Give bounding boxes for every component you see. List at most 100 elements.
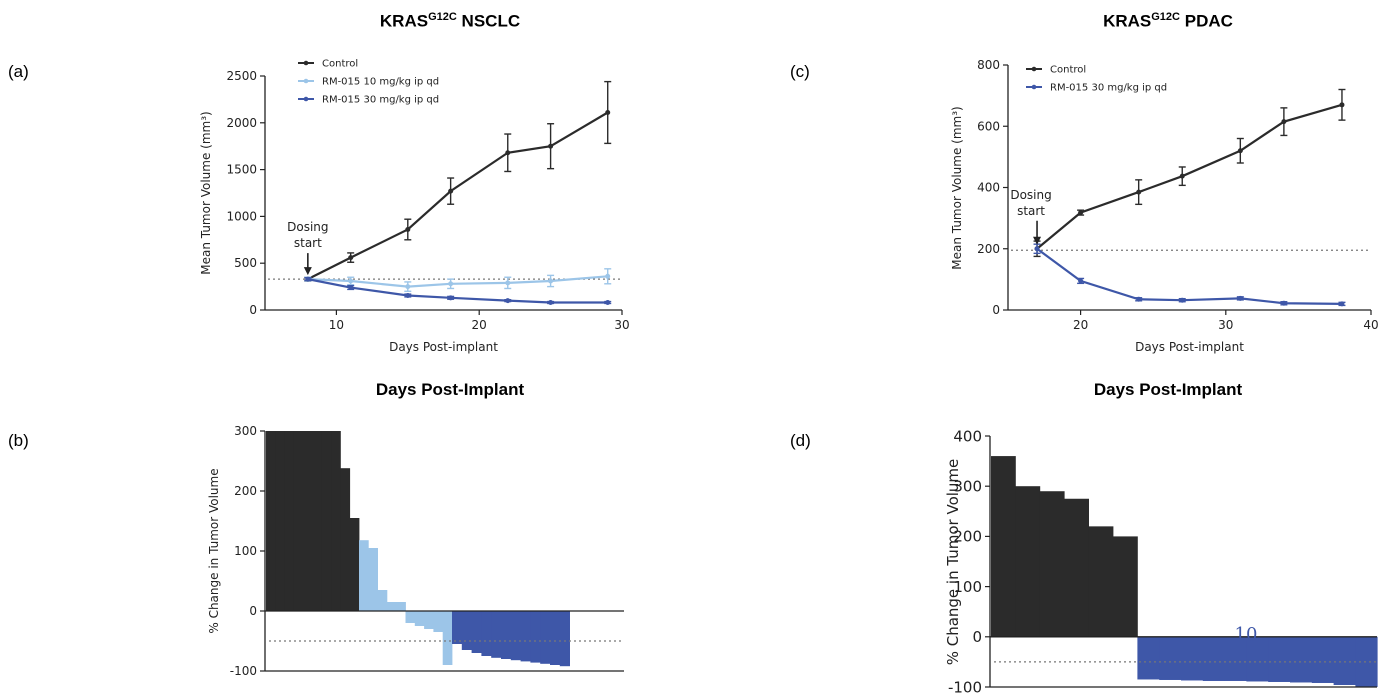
b-bar xyxy=(510,611,521,661)
c-x-tick-label: 40 xyxy=(1363,318,1378,332)
c-data-point xyxy=(1078,278,1084,284)
a-data-point xyxy=(405,284,411,290)
c-annotation-line2: start xyxy=(1017,204,1045,218)
a-legend-label: Control xyxy=(322,59,358,70)
c-y-tick-label: 0 xyxy=(992,303,1000,317)
title-days-right: Days Post-Implant xyxy=(1093,380,1243,399)
title-nsclc-text: NSCLC xyxy=(461,11,521,31)
a-data-point xyxy=(405,227,411,233)
a-data-point xyxy=(348,255,354,261)
a-legend-marker xyxy=(303,60,309,66)
b-bar xyxy=(377,590,388,611)
d-y-tick-label: 0 xyxy=(972,628,982,646)
a-y-tick-label: 0 xyxy=(249,303,257,317)
d-y-tick-label: 400 xyxy=(953,427,982,445)
c-data-point xyxy=(1179,173,1185,179)
b-y-tick-label: 0 xyxy=(249,604,257,618)
b-bar xyxy=(540,611,551,664)
d-bar xyxy=(1268,636,1291,682)
c-annotation-line1: Dosing xyxy=(1010,188,1051,202)
panel-label-b: (b) xyxy=(8,431,29,450)
d-y-tick-label: 300 xyxy=(953,477,982,495)
b-bar xyxy=(520,611,531,662)
a-data-point xyxy=(505,280,511,286)
a-data-point xyxy=(448,295,454,301)
a-y-axis-label: Mean Tumor Volume (mm³) xyxy=(199,111,213,274)
title-pdac-mutation: G12C xyxy=(1151,11,1180,23)
a-y-tick-label: 500 xyxy=(234,256,257,270)
b-bar xyxy=(452,611,463,644)
a-x-axis-label: Days Post-implant xyxy=(389,340,498,354)
b-y-axis-label: % Change in Tumor Volume xyxy=(207,468,221,633)
b-y-tick-label: 100 xyxy=(234,544,257,558)
b-bar xyxy=(284,431,295,611)
b-bar xyxy=(442,611,453,665)
d-bar xyxy=(1064,498,1089,637)
c-legend-label: Control xyxy=(1050,65,1086,76)
title-nsclc-mutation: G12C xyxy=(428,11,457,23)
d-y-axis-label: % Change in Tumor Volume xyxy=(944,459,962,666)
a-data-point xyxy=(405,292,411,298)
b-bar xyxy=(550,611,561,665)
a-legend-label: RM-015 10 mg/kg ip qd xyxy=(322,77,439,88)
a-y-tick-label: 1500 xyxy=(226,163,257,177)
d-bar xyxy=(1246,636,1269,682)
b-bar xyxy=(303,431,313,611)
d-y-tick-label: -100 xyxy=(948,678,982,696)
a-annotation-line1: Dosing xyxy=(287,220,328,234)
c-legend-marker xyxy=(1031,66,1037,72)
c-data-point xyxy=(1179,297,1185,303)
c-annotation-arrowhead xyxy=(1033,236,1042,245)
b-bar xyxy=(471,611,482,653)
d-bar xyxy=(1181,636,1204,681)
c-y-axis-label: Mean Tumor Volume (mm³) xyxy=(950,106,964,269)
b-y-tick-label: 300 xyxy=(234,424,257,438)
a-data-point xyxy=(348,285,354,291)
a-data-point xyxy=(448,281,454,287)
b-bar xyxy=(396,602,406,611)
d-bar xyxy=(1159,636,1182,680)
c-data-point xyxy=(1136,296,1142,302)
b-bar xyxy=(368,548,378,611)
c-data-point xyxy=(1237,148,1243,154)
c-data-point xyxy=(1237,295,1243,301)
a-annotation-line2: start xyxy=(294,236,322,250)
a-x-tick-label: 30 xyxy=(614,318,629,332)
a-data-point xyxy=(605,110,611,116)
title-days-left: Days Post-Implant xyxy=(375,380,525,399)
d-y-tick-label: 200 xyxy=(953,528,982,546)
b-bar xyxy=(414,611,425,626)
b-bar xyxy=(312,431,323,611)
c-x-tick-label: 20 xyxy=(1073,318,1088,332)
c-y-tick-label: 200 xyxy=(977,242,1000,256)
b-bar xyxy=(331,431,341,611)
panel-label-a: (a) xyxy=(8,62,29,81)
a-legend-label: RM-015 30 mg/kg ip qd xyxy=(322,95,439,106)
b-bar xyxy=(321,431,332,611)
d-y-tick-label: 100 xyxy=(953,578,982,596)
title-pdac-kras: KRAS xyxy=(1103,11,1152,31)
c-data-point xyxy=(1078,210,1084,216)
c-data-point xyxy=(1034,246,1040,252)
d-bar xyxy=(1137,636,1160,680)
c-legend-label: RM-015 30 mg/kg ip qd xyxy=(1050,83,1167,94)
a-y-tick-label: 1000 xyxy=(226,209,257,223)
a-y-tick-label: 2000 xyxy=(226,116,257,130)
b-bar xyxy=(481,611,492,656)
a-legend-marker xyxy=(303,78,309,84)
d-bar xyxy=(1355,636,1378,687)
d-bar xyxy=(1202,636,1225,681)
title-nsclc-kras: KRAS xyxy=(379,11,429,31)
b-bar xyxy=(293,431,304,611)
b-bar xyxy=(349,518,360,611)
b-bar xyxy=(424,611,434,629)
c-data-point xyxy=(1339,301,1345,307)
d-bar xyxy=(1088,526,1114,637)
b-bar xyxy=(433,611,444,632)
a-data-point xyxy=(605,273,611,279)
a-data-point xyxy=(305,276,311,282)
d-bar xyxy=(1113,536,1138,637)
b-y-tick-label: 200 xyxy=(234,484,257,498)
a-data-point xyxy=(505,298,511,304)
